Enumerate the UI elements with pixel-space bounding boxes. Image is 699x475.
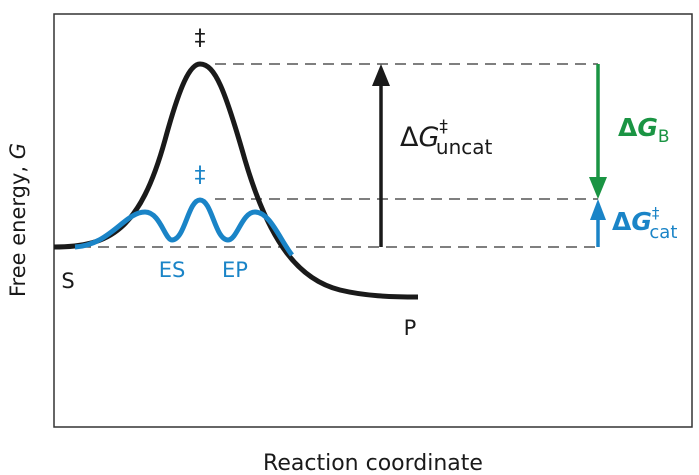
dg-uncat-label: ΔG‡ uncat <box>400 117 493 159</box>
ts-uncat-label: ‡ <box>195 26 206 51</box>
ts-cat-label: ‡ <box>195 163 206 188</box>
arrow-dg-b <box>589 64 607 199</box>
arrow-dg-uncat <box>372 64 390 247</box>
ep-label: EP <box>222 258 248 282</box>
dg-b-label: ΔGB <box>618 113 670 147</box>
es-label: ES <box>159 258 186 282</box>
substrate-label: S <box>61 269 74 293</box>
uncatalyzed-curve <box>53 61 419 300</box>
y-axis-label: Free energy, G <box>6 143 30 297</box>
plot-frame <box>53 13 693 428</box>
product-label: P <box>404 316 417 340</box>
catalyzed-curve <box>74 197 294 257</box>
arrow-dg-cat <box>590 199 606 247</box>
x-axis-label: Reaction coordinate <box>263 451 483 475</box>
dg-cat-label: ΔG‡ cat <box>612 204 677 243</box>
